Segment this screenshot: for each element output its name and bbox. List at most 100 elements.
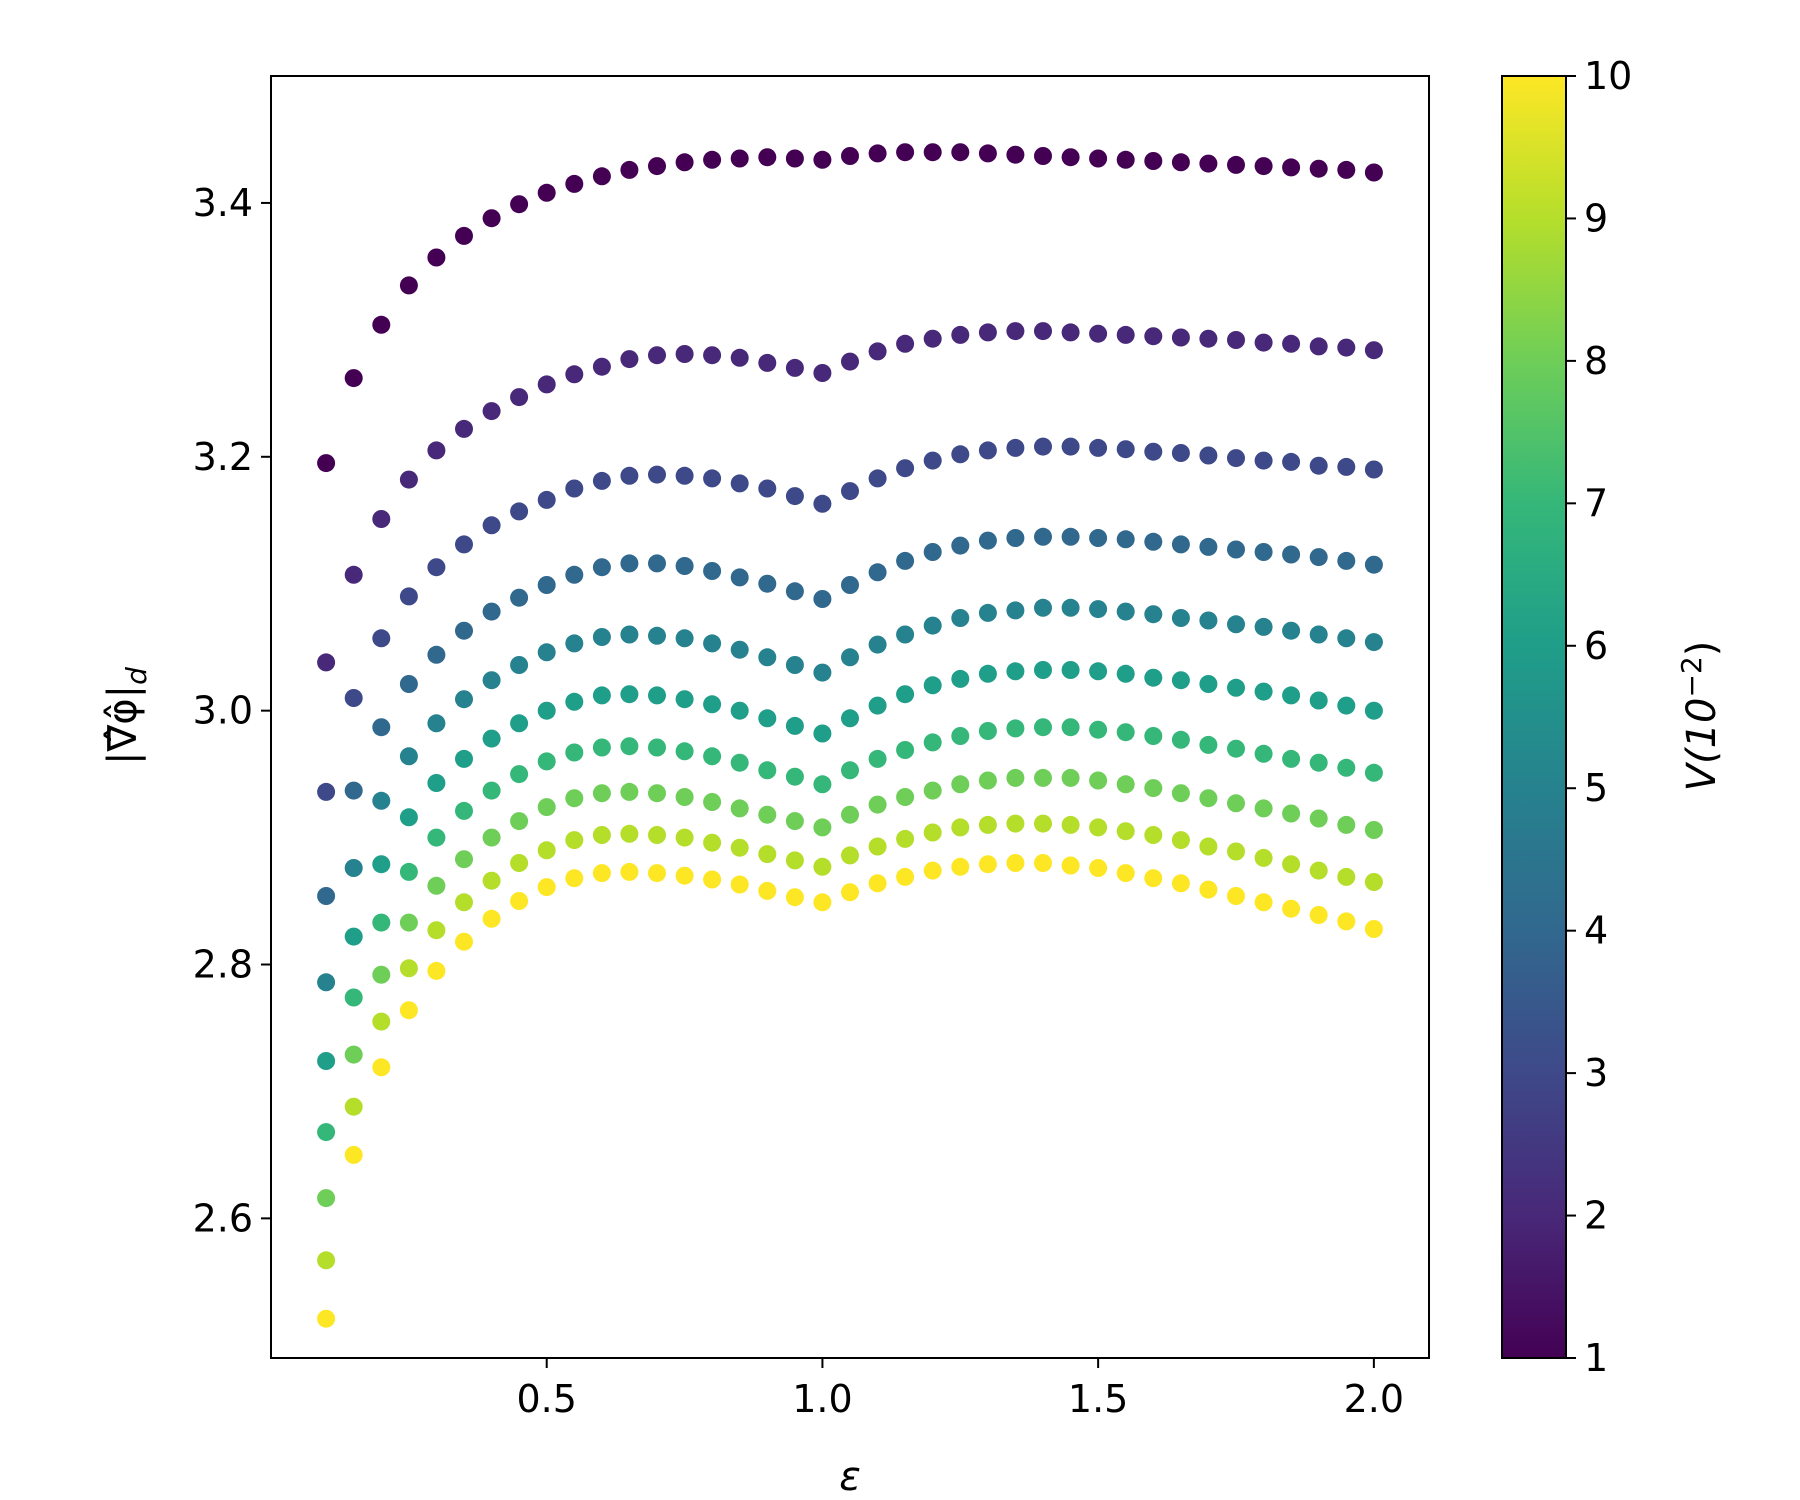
data-point-v3 (1116, 440, 1135, 459)
data-point-v2 (1364, 341, 1383, 360)
data-point-v3 (592, 471, 611, 490)
data-point-v6 (1364, 701, 1383, 720)
data-point-v8 (1089, 771, 1108, 790)
data-point-v3 (785, 487, 804, 506)
data-point-v4 (372, 718, 391, 737)
data-point-v1 (1199, 154, 1218, 173)
data-point-v9 (455, 893, 473, 912)
data-point-v10 (648, 864, 666, 883)
y-tick-label: 3.4 (193, 181, 253, 225)
data-point-v4 (1089, 529, 1108, 547)
data-point-v6 (896, 685, 915, 704)
data-point-v8 (317, 1189, 336, 1208)
data-point-v4 (482, 602, 501, 621)
data-point-v7 (1337, 758, 1356, 777)
data-point-v2 (399, 470, 418, 489)
data-point-v8 (978, 771, 997, 790)
data-point-v9 (537, 841, 556, 860)
data-point-v5 (1282, 621, 1301, 640)
data-point-v2 (868, 342, 887, 361)
data-point-v2 (1116, 325, 1135, 344)
data-point-v1 (703, 150, 722, 169)
data-point-v4 (951, 536, 970, 555)
data-point-v4 (703, 562, 722, 580)
data-point-v2 (1006, 322, 1025, 341)
data-point-v8 (344, 1045, 363, 1064)
colorbar-tick-label: 4 (1584, 909, 1608, 953)
data-point-v10 (510, 892, 529, 910)
x-axis: 0.5 1.0 1.5 2.0 (516, 1358, 1404, 1421)
data-point-v3 (510, 502, 529, 521)
data-point-v1 (455, 226, 473, 245)
data-point-v9 (813, 857, 832, 876)
data-point-v7 (675, 742, 694, 761)
data-point-v9 (565, 831, 584, 850)
data-point-v8 (1309, 809, 1328, 828)
data-point-v6 (1337, 696, 1356, 715)
data-point-v9 (317, 1251, 336, 1270)
data-point-v3 (1061, 437, 1080, 456)
data-point-v8 (482, 828, 501, 847)
data-point-v10 (758, 881, 777, 900)
data-point-v10 (317, 1309, 336, 1328)
data-point-v5 (344, 859, 363, 877)
data-point-v4 (565, 565, 584, 584)
data-point-v3 (1144, 442, 1163, 461)
data-point-v7 (344, 988, 363, 1007)
data-points (317, 143, 1383, 1328)
data-point-v10 (923, 861, 942, 880)
data-point-v7 (648, 738, 666, 757)
data-point-v7 (1061, 718, 1080, 737)
data-point-v10 (703, 870, 722, 889)
data-point-v5 (565, 634, 584, 653)
data-point-v5 (620, 625, 639, 644)
data-point-v7 (730, 753, 749, 772)
data-point-v6 (1282, 686, 1301, 705)
data-point-v3 (978, 441, 997, 460)
data-point-v4 (1309, 548, 1328, 567)
data-point-v7 (399, 862, 418, 881)
data-point-v5 (785, 656, 804, 674)
data-point-v3 (1282, 452, 1301, 471)
data-point-v8 (399, 913, 418, 932)
data-point-v9 (730, 838, 749, 857)
data-point-v4 (730, 568, 749, 587)
data-point-v9 (896, 829, 915, 848)
data-point-v7 (565, 743, 584, 762)
data-point-v8 (703, 793, 722, 811)
data-point-v6 (703, 695, 722, 714)
colorbar (1501, 75, 1567, 1359)
data-point-v6 (1254, 682, 1273, 701)
data-point-v8 (565, 789, 584, 808)
data-point-v7 (978, 722, 997, 740)
data-point-v8 (1337, 815, 1356, 834)
data-point-v8 (1364, 821, 1383, 839)
colorbar-tick-label: 2 (1584, 1194, 1608, 1238)
data-point-v7 (1282, 749, 1301, 768)
data-point-v2 (648, 346, 666, 365)
data-point-v3 (1034, 437, 1052, 456)
data-point-v9 (1034, 814, 1052, 833)
data-point-v1 (620, 160, 639, 179)
data-point-v2 (620, 350, 639, 369)
data-point-v3 (372, 629, 391, 648)
x-tick-label: 1.0 (792, 1377, 852, 1421)
data-point-v5 (730, 640, 749, 659)
data-point-v2 (978, 323, 997, 342)
data-point-v1 (344, 369, 363, 388)
data-point-v1 (592, 167, 611, 186)
data-point-v9 (648, 826, 666, 844)
data-point-v8 (648, 784, 666, 803)
data-point-v3 (620, 466, 639, 485)
colorbar-tick-label: 10 (1584, 54, 1632, 98)
data-point-v3 (1171, 444, 1190, 462)
data-point-v8 (537, 798, 556, 817)
data-point-v1 (730, 149, 749, 168)
data-point-v5 (1364, 633, 1383, 652)
data-point-v9 (427, 921, 446, 940)
data-point-v4 (537, 576, 556, 594)
data-point-v1 (675, 153, 694, 172)
data-point-v5 (923, 616, 942, 635)
data-point-v5 (813, 663, 832, 682)
